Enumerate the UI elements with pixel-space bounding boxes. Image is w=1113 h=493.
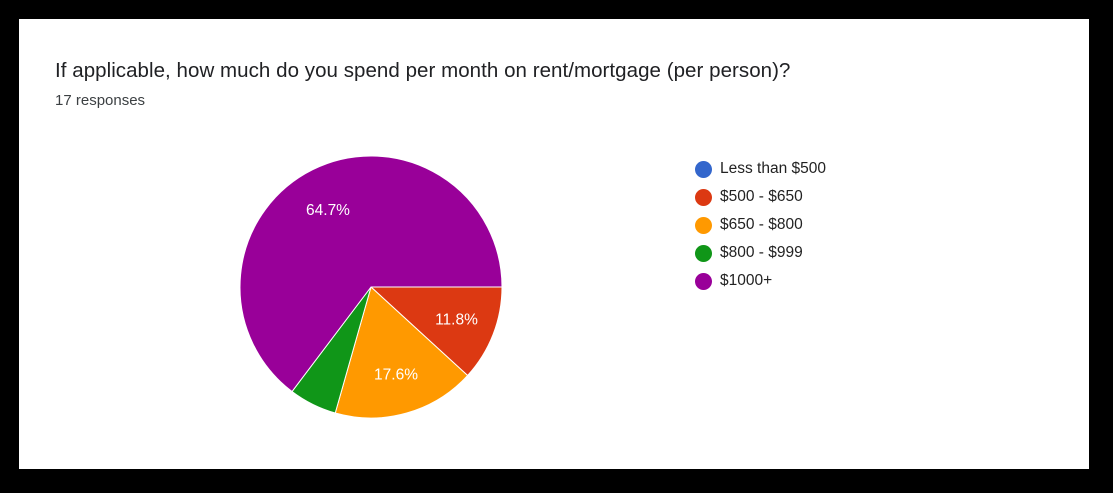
slice-percentage-label: 64.7% (306, 202, 350, 219)
pie-slice[interactable] (239, 155, 503, 393)
pie-slice[interactable] (334, 286, 469, 419)
legend-item-1000-plus[interactable]: $1000+ (695, 267, 826, 295)
legend-label: $1000+ (720, 272, 773, 289)
legend-label: $500 - $650 (720, 188, 803, 205)
pie-chart: 11.8% 17.6% 64.7% (239, 155, 503, 419)
legend-dot-icon (695, 160, 712, 178)
slice-percentage-label: 11.8% (435, 311, 478, 328)
legend-dot-icon (695, 188, 712, 206)
legend-label: $800 - $999 (720, 244, 803, 261)
legend-label: $650 - $800 (720, 216, 803, 233)
legend-dot-icon (695, 244, 712, 262)
legend-item-500-650[interactable]: $500 - $650 (695, 183, 826, 211)
slice-percentage-label: 17.6% (374, 366, 418, 383)
legend-label: Less than $500 (720, 160, 827, 177)
legend: Less than $500 $500 - $650 $650 - $800 $… (695, 155, 826, 295)
chart-card: If applicable, how much do you spend per… (19, 19, 1089, 469)
pie-slice[interactable] (369, 286, 503, 377)
response-count: 17 responses (55, 92, 146, 109)
legend-item-800-999[interactable]: $800 - $999 (695, 239, 826, 267)
legend-item-650-800[interactable]: $650 - $800 (695, 211, 826, 239)
legend-dot-icon (695, 216, 712, 234)
chart-title: If applicable, how much do you spend per… (55, 59, 791, 82)
legend-dot-icon (695, 272, 712, 290)
legend-item-less-than-500[interactable]: Less than $500 (695, 155, 826, 183)
